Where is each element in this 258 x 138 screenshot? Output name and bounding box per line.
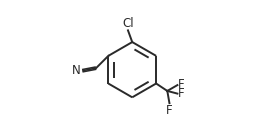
- Text: F: F: [178, 87, 184, 100]
- Text: F: F: [166, 104, 173, 117]
- Text: F: F: [178, 78, 184, 91]
- Text: Cl: Cl: [122, 17, 134, 30]
- Text: N: N: [72, 64, 81, 77]
